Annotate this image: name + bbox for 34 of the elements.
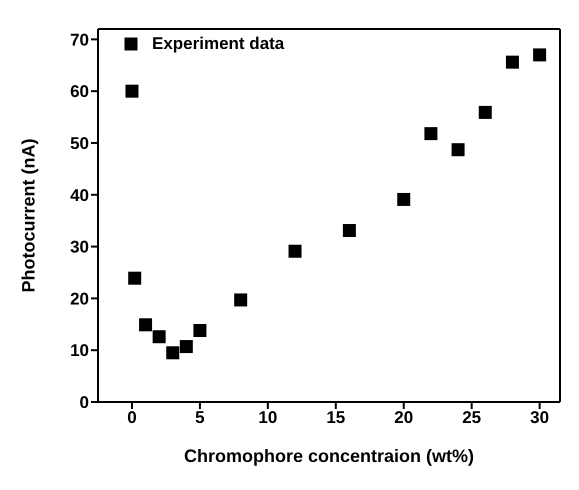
point <box>506 56 519 69</box>
x-tick-label: 0 <box>127 408 137 428</box>
y-tick-label: 10 <box>70 341 89 360</box>
x-tick-label: 10 <box>258 408 278 428</box>
point <box>288 244 302 258</box>
y-tick-label: 40 <box>70 186 89 205</box>
y-tick-label: 0 <box>80 393 89 412</box>
x-tick-label: 25 <box>462 408 482 428</box>
point <box>166 346 180 360</box>
point <box>128 272 142 285</box>
point <box>397 192 410 206</box>
point <box>193 324 206 338</box>
x-tick-label: 5 <box>195 408 205 428</box>
point <box>125 84 138 98</box>
y-tick-label: 60 <box>70 82 89 102</box>
x-axis-title: Chromophore concentraion (wt%) <box>184 446 474 466</box>
point <box>139 318 152 332</box>
y-tick-label: 20 <box>70 289 89 308</box>
point <box>234 293 248 306</box>
point <box>478 106 492 119</box>
x-tick-label: 20 <box>394 408 414 428</box>
point <box>533 48 546 62</box>
x-tick-label: 15 <box>326 408 346 428</box>
y-tick-label: 30 <box>70 238 89 257</box>
point <box>452 143 465 156</box>
point <box>342 224 356 238</box>
y-tick-label: 50 <box>70 134 89 154</box>
point <box>424 127 438 140</box>
legend-label: Experiment data <box>152 34 284 54</box>
y-axis-title: Photocurrent (nA) <box>18 138 38 292</box>
x-tick-label: 30 <box>530 408 550 428</box>
point <box>180 340 193 354</box>
y-tick-label: 70 <box>70 30 89 50</box>
point <box>152 330 166 344</box>
